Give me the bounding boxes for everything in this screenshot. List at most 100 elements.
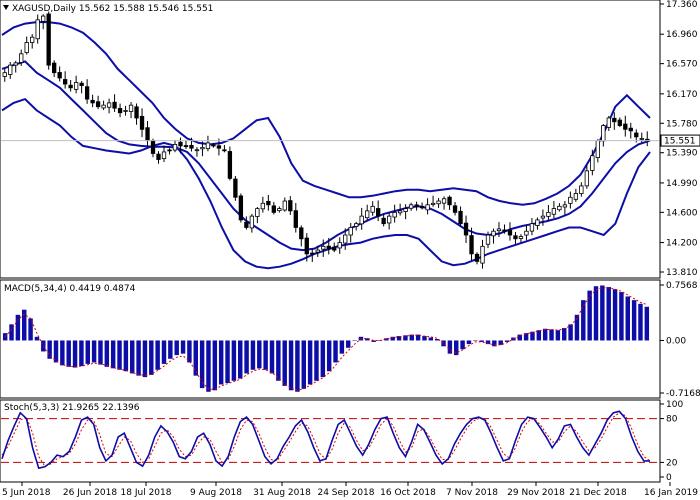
candle-body — [13, 62, 18, 66]
macd-bar — [307, 340, 313, 385]
price-tick-label: 14.600 — [666, 208, 698, 218]
candle-body — [343, 234, 348, 244]
candle-body — [19, 53, 24, 63]
candle — [123, 105, 128, 116]
price-tick-label: 14.990 — [666, 179, 698, 189]
candle — [628, 122, 633, 139]
candle-body — [123, 110, 128, 112]
candle — [397, 203, 403, 216]
candle-body — [244, 221, 249, 228]
macd-bar — [600, 285, 605, 341]
macd-bar — [365, 338, 370, 341]
candle — [337, 237, 342, 254]
candle — [436, 198, 441, 208]
candle-body — [447, 196, 452, 206]
candle-body — [397, 210, 403, 214]
candle-body — [233, 178, 238, 198]
candle-body — [84, 86, 90, 100]
candle — [430, 195, 436, 207]
price-tick-label: 15.390 — [666, 149, 698, 159]
price-panel: XAGUSD,Daily 15.562 15.588 15.546 15.551 — [0, 0, 661, 279]
macd-bar — [326, 340, 332, 372]
candle — [447, 195, 452, 210]
candle-body — [436, 200, 441, 205]
candle — [167, 148, 172, 155]
candle-body — [128, 104, 134, 112]
macd-bar — [180, 340, 186, 354]
candle-body — [35, 19, 40, 40]
candle-body — [573, 193, 579, 200]
candle — [73, 75, 79, 94]
candle — [365, 204, 370, 221]
macd-bar — [193, 340, 198, 376]
candle — [474, 252, 480, 265]
candle — [216, 138, 222, 156]
time-tick-label: 16 Jan 2019 — [644, 488, 698, 498]
candle-body — [266, 200, 271, 206]
candle-body — [354, 223, 359, 227]
candle-body — [491, 230, 496, 237]
macd-bar — [530, 331, 535, 341]
macd-panel-frame — [0, 279, 661, 399]
candle — [639, 132, 644, 143]
candle — [458, 206, 463, 227]
candle — [95, 95, 101, 110]
macd-bar — [390, 336, 395, 341]
macd-bar — [123, 340, 129, 372]
candle — [491, 228, 496, 244]
macd-bar — [282, 340, 287, 386]
candle — [403, 204, 408, 220]
stoch-panel-frame — [0, 399, 661, 483]
candle-body — [106, 102, 112, 108]
candle-body — [606, 117, 611, 128]
candle — [354, 221, 359, 231]
candle-body — [52, 62, 57, 74]
candle-body — [101, 104, 106, 109]
candle-body — [134, 106, 139, 119]
macd-bar — [428, 337, 434, 341]
candle — [19, 49, 24, 66]
macd-bar — [250, 340, 256, 370]
candle — [623, 115, 628, 137]
macd-bar — [479, 340, 484, 342]
macd-bar — [403, 335, 408, 341]
candle — [68, 80, 73, 92]
candle — [348, 222, 353, 243]
candle-body — [562, 204, 568, 208]
macd-bar — [422, 336, 427, 341]
stoch-tick-label: 0 — [666, 473, 672, 483]
candle-body — [117, 108, 123, 114]
macd-bar — [9, 324, 14, 341]
macd-bar — [517, 334, 522, 341]
macd-bar — [581, 300, 586, 341]
macd-bar — [333, 340, 338, 363]
macd-bar — [536, 330, 542, 341]
macd-bar — [409, 334, 414, 341]
price-y-axis: 17.360 16.960 16.570 16.170 15.780 15.390 14.9… — [660, 0, 698, 278]
macd-bar — [142, 340, 148, 378]
time-tick-label: 7 Nov 2018 — [446, 488, 498, 498]
candle — [117, 103, 123, 118]
candle — [507, 222, 513, 241]
candle-body — [200, 147, 205, 150]
candle — [200, 141, 205, 157]
candle — [211, 142, 216, 148]
stoch-tick-label: 100 — [666, 400, 683, 410]
macd-bar — [98, 340, 103, 365]
macd-bar — [625, 296, 630, 341]
candle-body — [634, 132, 639, 138]
macd-bar — [320, 340, 326, 378]
time-tick-label: 5 Jun 2018 — [2, 488, 51, 498]
candle — [139, 108, 145, 138]
macd-bar — [263, 340, 268, 370]
dropdown-triangle-icon[interactable] — [3, 5, 9, 10]
candle-body — [139, 115, 145, 130]
stoch-tick-label: 20 — [666, 458, 678, 468]
candle-body — [282, 200, 287, 211]
candle-body — [469, 235, 474, 255]
candle — [480, 239, 485, 269]
candle-body — [535, 219, 540, 226]
candle-body — [612, 117, 617, 123]
candle-body — [183, 145, 189, 148]
candle — [222, 144, 227, 153]
